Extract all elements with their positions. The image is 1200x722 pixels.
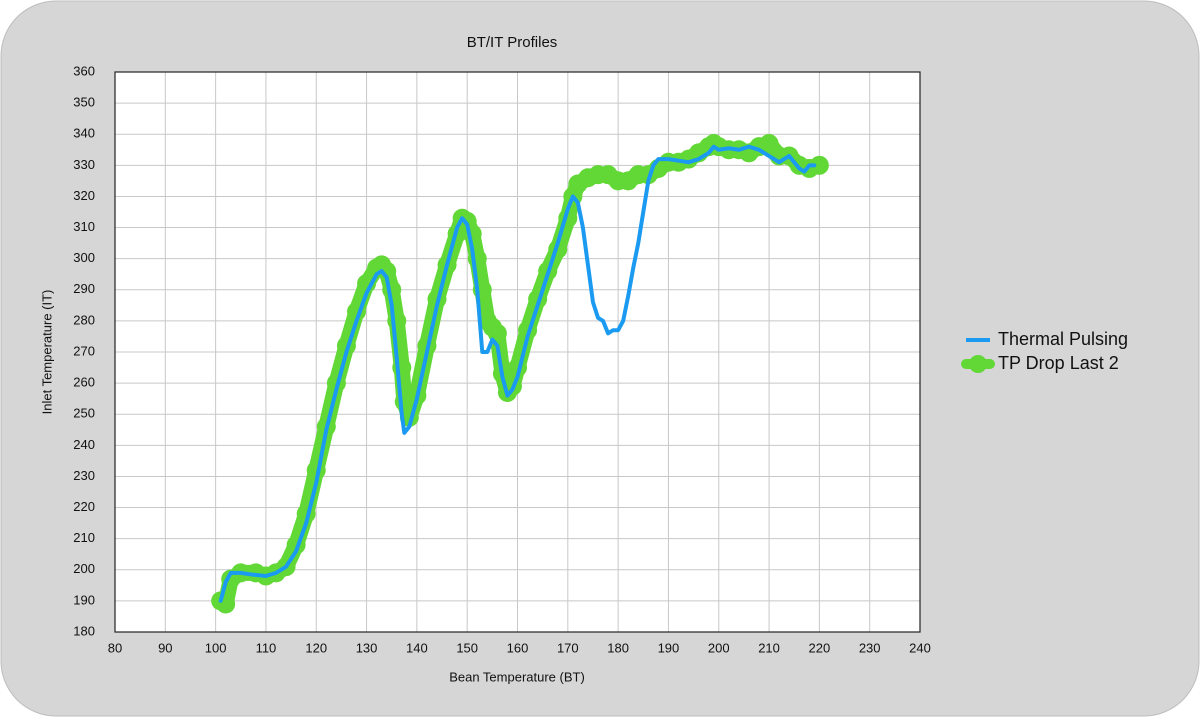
y-axis-label: Inlet Temperature (IT) <box>39 290 54 415</box>
y-tick-label: 320 <box>73 188 95 203</box>
x-tick-label: 130 <box>356 640 378 655</box>
legend-label: TP Drop Last 2 <box>998 353 1119 373</box>
y-tick-label: 290 <box>73 281 95 296</box>
y-tick-label: 190 <box>73 592 95 607</box>
x-tick-label: 170 <box>557 640 579 655</box>
y-tick-label: 220 <box>73 499 95 514</box>
y-tick-label: 310 <box>73 219 95 234</box>
x-tick-label: 150 <box>456 640 478 655</box>
x-tick-label: 80 <box>108 640 122 655</box>
marker <box>387 311 407 331</box>
plot-border <box>114 71 921 633</box>
marker <box>809 155 829 175</box>
marker <box>357 274 377 294</box>
marker <box>377 261 397 281</box>
legend-swatch <box>969 355 987 373</box>
y-tick-label: 340 <box>73 126 95 141</box>
legend-label: Thermal Pulsing <box>998 329 1128 349</box>
x-tick-label: 90 <box>158 640 172 655</box>
y-tick-label: 300 <box>73 250 95 265</box>
x-tick-label: 160 <box>507 640 529 655</box>
y-tick-label: 180 <box>73 623 95 638</box>
x-tick-label: 110 <box>256 640 277 655</box>
x-tick-label: 240 <box>909 640 931 655</box>
x-tick-label: 190 <box>658 640 680 655</box>
y-tick-label: 350 <box>73 95 95 110</box>
y-tick-label: 330 <box>73 157 95 172</box>
x-tick-label: 100 <box>205 640 227 655</box>
y-tick-label: 260 <box>73 375 95 390</box>
x-tick-label: 230 <box>859 640 881 655</box>
x-tick-label: 180 <box>607 640 629 655</box>
y-tick-label: 240 <box>73 437 95 452</box>
x-tick-label: 140 <box>406 640 428 655</box>
chart-title: BT/IT Profiles <box>467 34 558 51</box>
x-tick-label: 200 <box>708 640 730 655</box>
x-tick-label: 220 <box>809 640 831 655</box>
y-tick-label: 250 <box>73 406 95 421</box>
marker <box>216 594 236 614</box>
y-tick-label: 230 <box>73 468 95 483</box>
x-tick-label: 210 <box>758 640 780 655</box>
y-tick-label: 280 <box>73 312 95 327</box>
y-tick-label: 360 <box>73 63 95 78</box>
y-tick-label: 200 <box>73 561 95 576</box>
y-tick-label: 270 <box>73 343 95 358</box>
x-tick-label: 120 <box>305 640 327 655</box>
series-line <box>218 144 817 603</box>
x-axis-label: Bean Temperature (BT) <box>449 669 585 684</box>
y-tick-label: 210 <box>73 530 95 545</box>
